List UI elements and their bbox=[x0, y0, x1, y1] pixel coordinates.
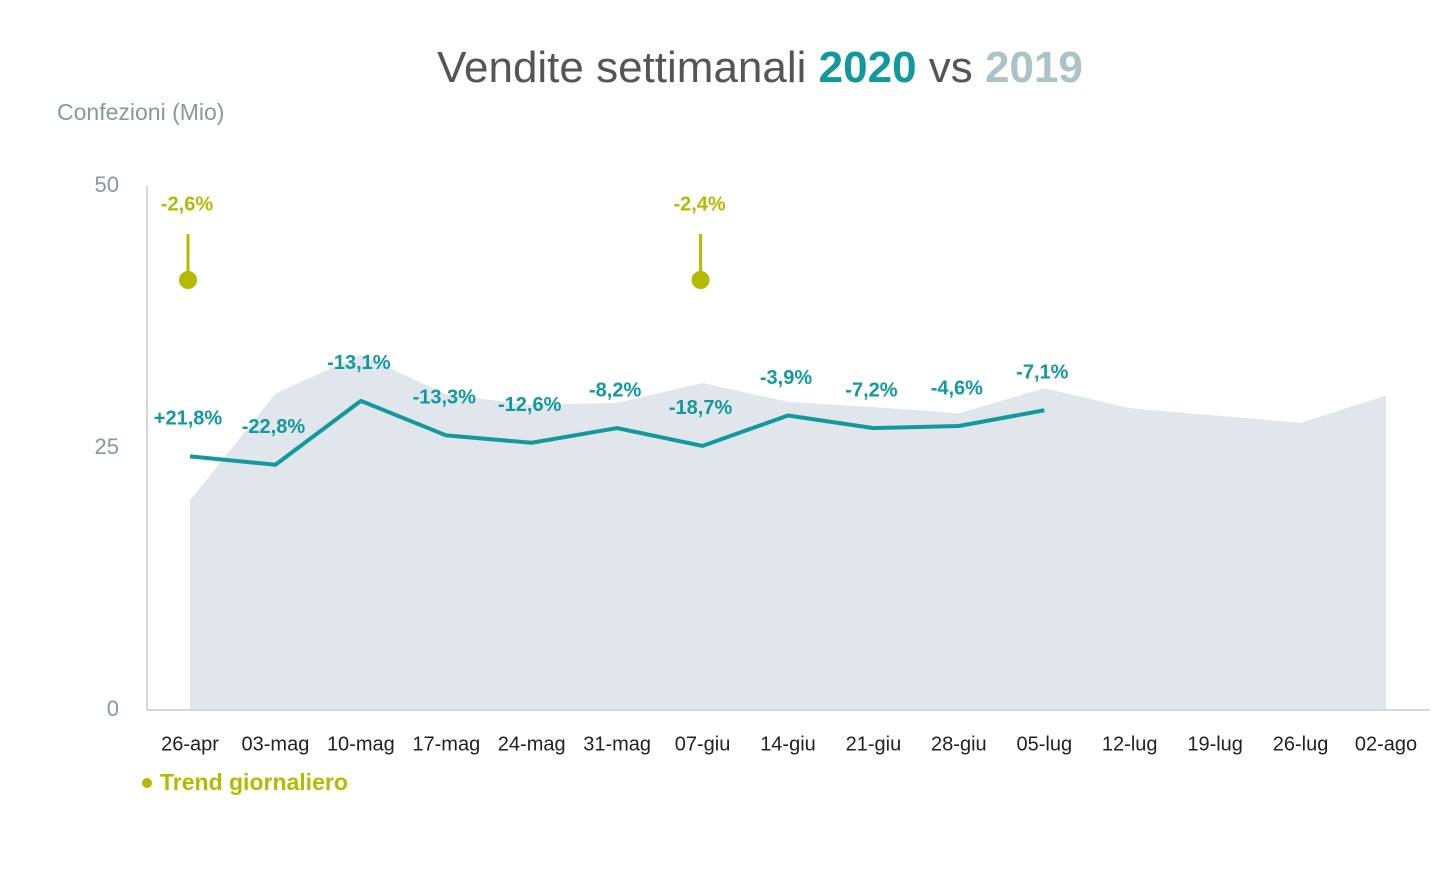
data-label: -4,6% bbox=[931, 377, 983, 399]
x-tick-label: 12-lug bbox=[1102, 733, 1158, 755]
title-vs: vs bbox=[929, 43, 973, 92]
trend-label: -2,6% bbox=[161, 193, 213, 215]
x-tick-label: 24-mag bbox=[498, 733, 566, 755]
data-label: -22,8% bbox=[242, 416, 306, 438]
x-tick-label: 17-mag bbox=[412, 733, 480, 755]
data-label: -7,1% bbox=[1016, 362, 1068, 384]
title-series: 2020 bbox=[819, 43, 917, 92]
area bbox=[190, 354, 1386, 710]
title-text: Vendite settimanali bbox=[437, 43, 806, 92]
line bbox=[189, 398, 1045, 467]
y-axis-label: Confezioni (Mio) bbox=[57, 99, 224, 125]
trend-label: -2,4% bbox=[673, 193, 725, 215]
data-label: -13,1% bbox=[327, 352, 391, 374]
data-label: -3,9% bbox=[760, 367, 812, 389]
data-label: -12,6% bbox=[498, 394, 562, 416]
x-tick-label: 19-lug bbox=[1187, 733, 1243, 755]
data-label: -13,3% bbox=[413, 387, 477, 409]
x-tick-label: 02-ago bbox=[1355, 733, 1417, 755]
x-tick-label: 14-giu bbox=[760, 733, 816, 755]
data-label: -8,2% bbox=[589, 379, 641, 401]
x-tick-label: 28-giu bbox=[931, 733, 987, 755]
plot: 0 25 50 26-apr 03-mag 10-mag 17-mag 24-mag 31-ma… bbox=[95, 172, 1430, 755]
x-tick-label: 26-apr bbox=[161, 733, 219, 755]
x-tick-label: 31-mag bbox=[583, 733, 651, 755]
x-tick-label: 26-lug bbox=[1273, 733, 1329, 755]
x-tick-label: 03-mag bbox=[242, 733, 310, 755]
x-tick-label: 07-giu bbox=[675, 733, 731, 755]
legend-marker bbox=[142, 778, 152, 788]
trend-marker bbox=[691, 271, 710, 289]
y-tick-label: 0 bbox=[107, 696, 119, 721]
x-tick-label: 21-giu bbox=[846, 733, 902, 755]
y-tick-label: 50 bbox=[95, 172, 119, 197]
data-label: -7,2% bbox=[845, 379, 897, 401]
y-tick-label: 25 bbox=[95, 434, 119, 459]
data-label: -18,7% bbox=[669, 397, 733, 419]
trend-marker bbox=[179, 271, 197, 289]
chart-title: Vendite settimanali 2020 vs 2019 bbox=[437, 43, 1083, 92]
title-series: 2019 bbox=[985, 43, 1083, 92]
legend-label: Trend giornaliero bbox=[160, 769, 348, 795]
x-tick-label: 10-mag bbox=[327, 733, 395, 755]
x-tick-label: 05-lug bbox=[1016, 733, 1072, 755]
data-label: +21,8% bbox=[154, 408, 223, 430]
